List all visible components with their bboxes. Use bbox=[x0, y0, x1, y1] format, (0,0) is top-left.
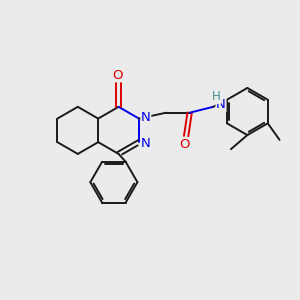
Text: N: N bbox=[141, 111, 151, 124]
Text: O: O bbox=[112, 69, 123, 82]
Text: H: H bbox=[212, 91, 220, 103]
Text: N: N bbox=[216, 98, 226, 111]
Text: N: N bbox=[141, 136, 151, 150]
Text: O: O bbox=[179, 138, 189, 151]
